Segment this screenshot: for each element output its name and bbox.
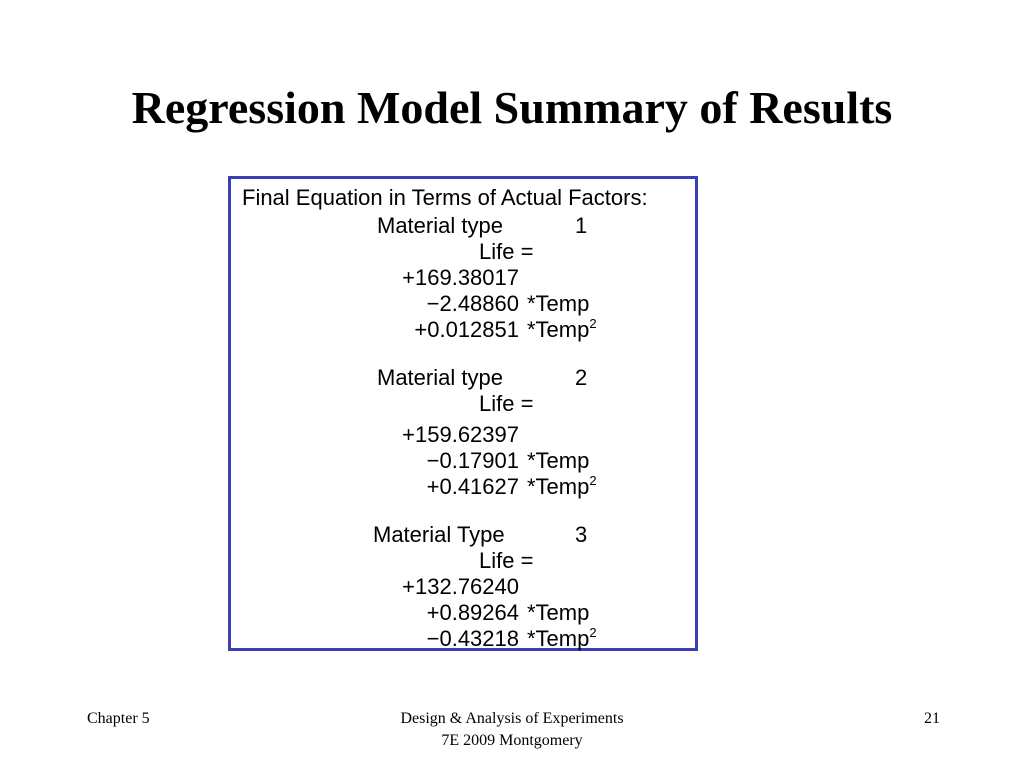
quadratic-coefficient: +0.012851 bbox=[414, 317, 519, 342]
footer-book-line2: 7E 2009 Montgomery bbox=[441, 732, 583, 749]
intercept-value: +159.62397 bbox=[402, 422, 519, 447]
temp-term: *Temp bbox=[527, 448, 590, 473]
intercept-value: +132.76240 bbox=[402, 574, 519, 599]
material-type-label: Material Type bbox=[373, 522, 505, 547]
temp-squared-term: *Temp2 bbox=[527, 625, 597, 651]
temp-term: *Temp bbox=[527, 600, 590, 625]
squared-exponent: 2 bbox=[589, 473, 597, 488]
material-type-label: Material type bbox=[377, 213, 503, 238]
life-label: Life = bbox=[479, 548, 534, 573]
quadratic-coefficient: −0.43218 bbox=[426, 626, 519, 651]
life-label: Life = bbox=[479, 391, 534, 416]
squared-exponent: 2 bbox=[589, 316, 597, 331]
material-type-label: Material type bbox=[377, 365, 503, 390]
quadratic-coefficient: +0.41627 bbox=[426, 474, 519, 499]
squared-exponent: 2 bbox=[589, 625, 597, 640]
life-label: Life = bbox=[479, 239, 534, 264]
intercept-value: +169.38017 bbox=[402, 265, 519, 290]
footer-book-title: Design & Analysis of Experiments 7E 2009… bbox=[312, 708, 712, 752]
material-type-value: 2 bbox=[575, 365, 588, 390]
footer-book-line1: Design & Analysis of Experiments bbox=[400, 710, 624, 727]
temp-term: *Temp bbox=[527, 291, 590, 316]
linear-coefficient: −0.17901 bbox=[426, 448, 519, 473]
footer-page-number: 21 bbox=[924, 710, 940, 727]
material-type-value: 3 bbox=[575, 522, 588, 547]
temp-squared-term: *Temp2 bbox=[527, 316, 597, 342]
slide-title: Regression Model Summary of Results bbox=[131, 82, 893, 133]
footer-chapter: Chapter 5 bbox=[87, 710, 150, 727]
equation-header: Final Equation in Terms of Actual Factor… bbox=[242, 185, 648, 210]
linear-coefficient: +0.89264 bbox=[426, 600, 519, 625]
linear-coefficient: −2.48860 bbox=[426, 291, 519, 316]
temp-squared-term: *Temp2 bbox=[527, 473, 597, 499]
material-type-value: 1 bbox=[575, 213, 588, 238]
equation-box: Final Equation in Terms of Actual Factor… bbox=[228, 176, 698, 651]
